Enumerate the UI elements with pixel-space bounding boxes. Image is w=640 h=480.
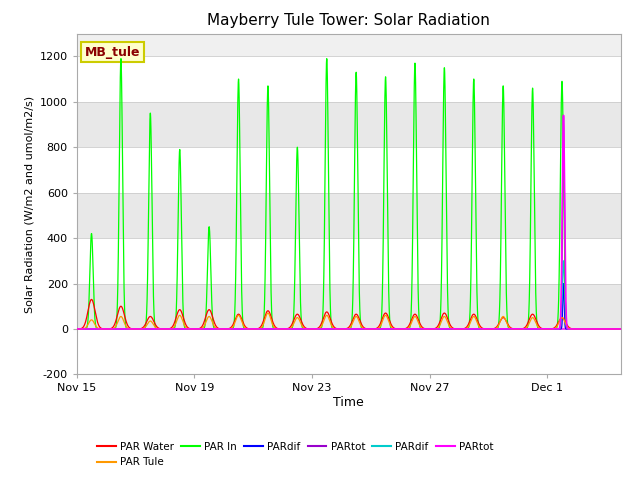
X-axis label: Time: Time bbox=[333, 396, 364, 409]
Bar bbox=[77, 238, 621, 284]
Text: MB_tule: MB_tule bbox=[85, 46, 140, 59]
Bar bbox=[77, 329, 621, 374]
Bar bbox=[77, 284, 621, 329]
Legend: PAR Water, PAR Tule, PAR In, PARdif, PARtot, PARdif, PARtot: PAR Water, PAR Tule, PAR In, PARdif, PAR… bbox=[93, 438, 497, 471]
Title: Mayberry Tule Tower: Solar Radiation: Mayberry Tule Tower: Solar Radiation bbox=[207, 13, 490, 28]
Y-axis label: Solar Radiation (W/m2 and umol/m2/s): Solar Radiation (W/m2 and umol/m2/s) bbox=[24, 96, 34, 312]
Bar bbox=[77, 56, 621, 102]
Bar bbox=[77, 102, 621, 147]
Bar bbox=[77, 147, 621, 192]
Bar bbox=[77, 192, 621, 238]
